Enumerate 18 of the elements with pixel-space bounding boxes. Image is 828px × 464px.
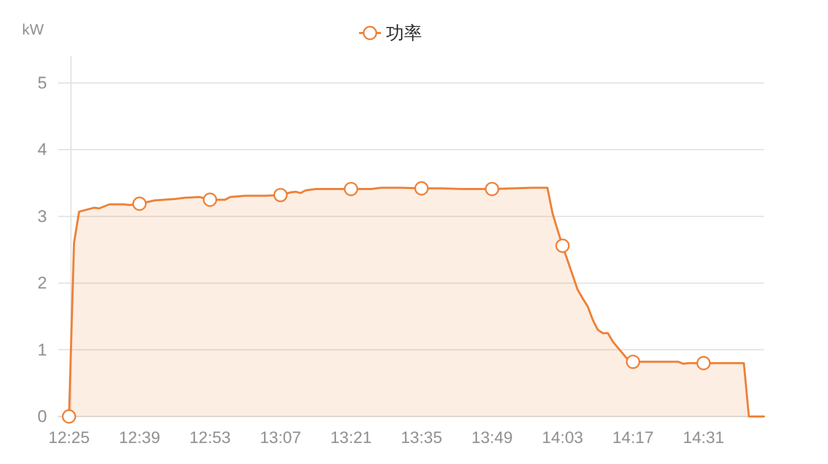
y-tick-label: 3 [38,206,47,226]
x-tick-label: 13:49 [471,429,513,447]
x-tick-label: 14:17 [612,429,654,447]
x-tick-label: 12:39 [118,429,160,447]
y-tick-label: 0 [38,407,47,426]
x-tick-label: 13:21 [330,429,372,447]
x-tick-label: 13:07 [260,429,302,447]
x-tick-label: 12:53 [189,429,231,447]
x-tick-label: 14:03 [542,429,584,447]
y-tick-label: 1 [38,340,47,360]
y-tick-label: 4 [38,140,47,160]
y-axis-title: kW [22,22,44,38]
x-tick-label: 12:25 [48,429,90,447]
y-tick-label: 5 [38,73,47,92]
y-tick-label: 2 [38,274,47,293]
legend-label: 功率 [386,23,422,43]
x-tick-label: 14:31 [682,429,724,447]
x-tick-label: 13:35 [400,429,442,447]
